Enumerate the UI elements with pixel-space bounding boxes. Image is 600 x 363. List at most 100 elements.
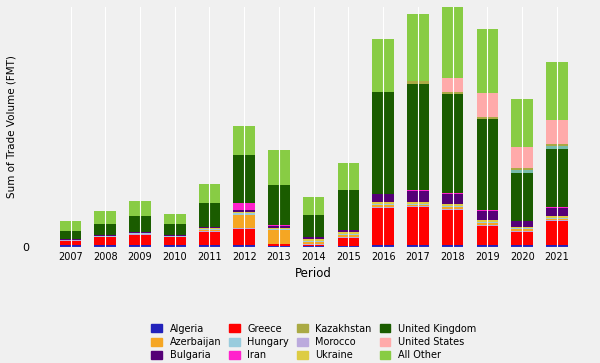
Bar [407,15,428,81]
Bar [476,119,498,210]
Bar [476,29,498,93]
X-axis label: Period: Period [295,267,332,280]
Bar [60,221,81,231]
Bar [546,121,568,144]
Bar [164,214,185,224]
Bar [60,231,81,239]
Bar [546,216,568,217]
Bar [338,163,359,190]
Bar [546,146,568,149]
Bar [546,221,568,245]
Bar [129,233,151,234]
Bar [476,220,498,222]
Bar [233,228,255,229]
Bar [373,194,394,202]
Bar [407,81,428,84]
Bar [233,213,255,215]
Legend: Algeria, Azerbaijan, Bulgaria, Georgia, Greece, Hungary, Iran, Kazakhstan, Moroc: Algeria, Azerbaijan, Bulgaria, Georgia, … [151,324,476,363]
Bar [94,235,116,236]
Bar [164,237,185,245]
Bar [129,234,151,245]
Bar [338,235,359,237]
Bar [60,239,81,240]
Bar [407,84,428,190]
Bar [338,238,359,246]
Bar [511,228,533,229]
Bar [199,184,220,203]
Bar [303,197,325,215]
Bar [94,236,116,237]
Bar [442,245,463,247]
Bar [407,207,428,245]
Bar [338,190,359,230]
Bar [476,211,498,220]
Bar [60,245,81,247]
Bar [407,191,428,201]
Bar [233,209,255,212]
Bar [373,204,394,205]
Bar [268,246,290,247]
Bar [268,150,290,185]
Bar [268,230,290,244]
Bar [233,126,255,155]
Bar [407,190,428,191]
Bar [129,232,151,233]
Bar [94,245,116,247]
Bar [373,205,394,207]
Bar [546,217,568,219]
Bar [373,202,394,204]
Bar [233,229,255,245]
Bar [442,7,463,78]
Bar [233,212,255,213]
Bar [164,245,185,247]
Bar [373,193,394,194]
Bar [199,231,220,232]
Bar [511,99,533,147]
Bar [546,144,568,146]
Bar [442,94,463,193]
Bar [373,207,394,208]
Bar [268,185,290,225]
Bar [407,245,428,247]
Bar [476,223,498,225]
Bar [546,220,568,221]
Bar [407,205,428,206]
Bar [94,237,116,245]
Bar [546,149,568,207]
Bar [199,229,220,230]
Bar [199,227,220,228]
Bar [407,201,428,204]
Bar [442,92,463,94]
Bar [199,230,220,231]
Bar [511,227,533,228]
Bar [511,232,533,245]
Bar [511,245,533,247]
Bar [546,219,568,220]
Bar [546,208,568,216]
Bar [303,244,325,245]
Bar [442,78,463,92]
Bar [94,211,116,224]
Bar [268,228,290,229]
Bar [407,204,428,205]
Bar [476,222,498,223]
Bar [373,245,394,247]
Bar [303,215,325,237]
Bar [233,245,255,247]
Bar [303,241,325,242]
Bar [129,216,151,232]
Bar [407,206,428,207]
Bar [303,239,325,241]
Bar [442,210,463,245]
Bar [442,206,463,207]
Bar [233,215,255,228]
Bar [338,232,359,234]
Bar [338,246,359,247]
Bar [442,209,463,210]
Bar [233,203,255,209]
Bar [442,204,463,206]
Bar [511,168,533,170]
Bar [373,92,394,193]
Bar [164,236,185,237]
Bar [164,235,185,236]
